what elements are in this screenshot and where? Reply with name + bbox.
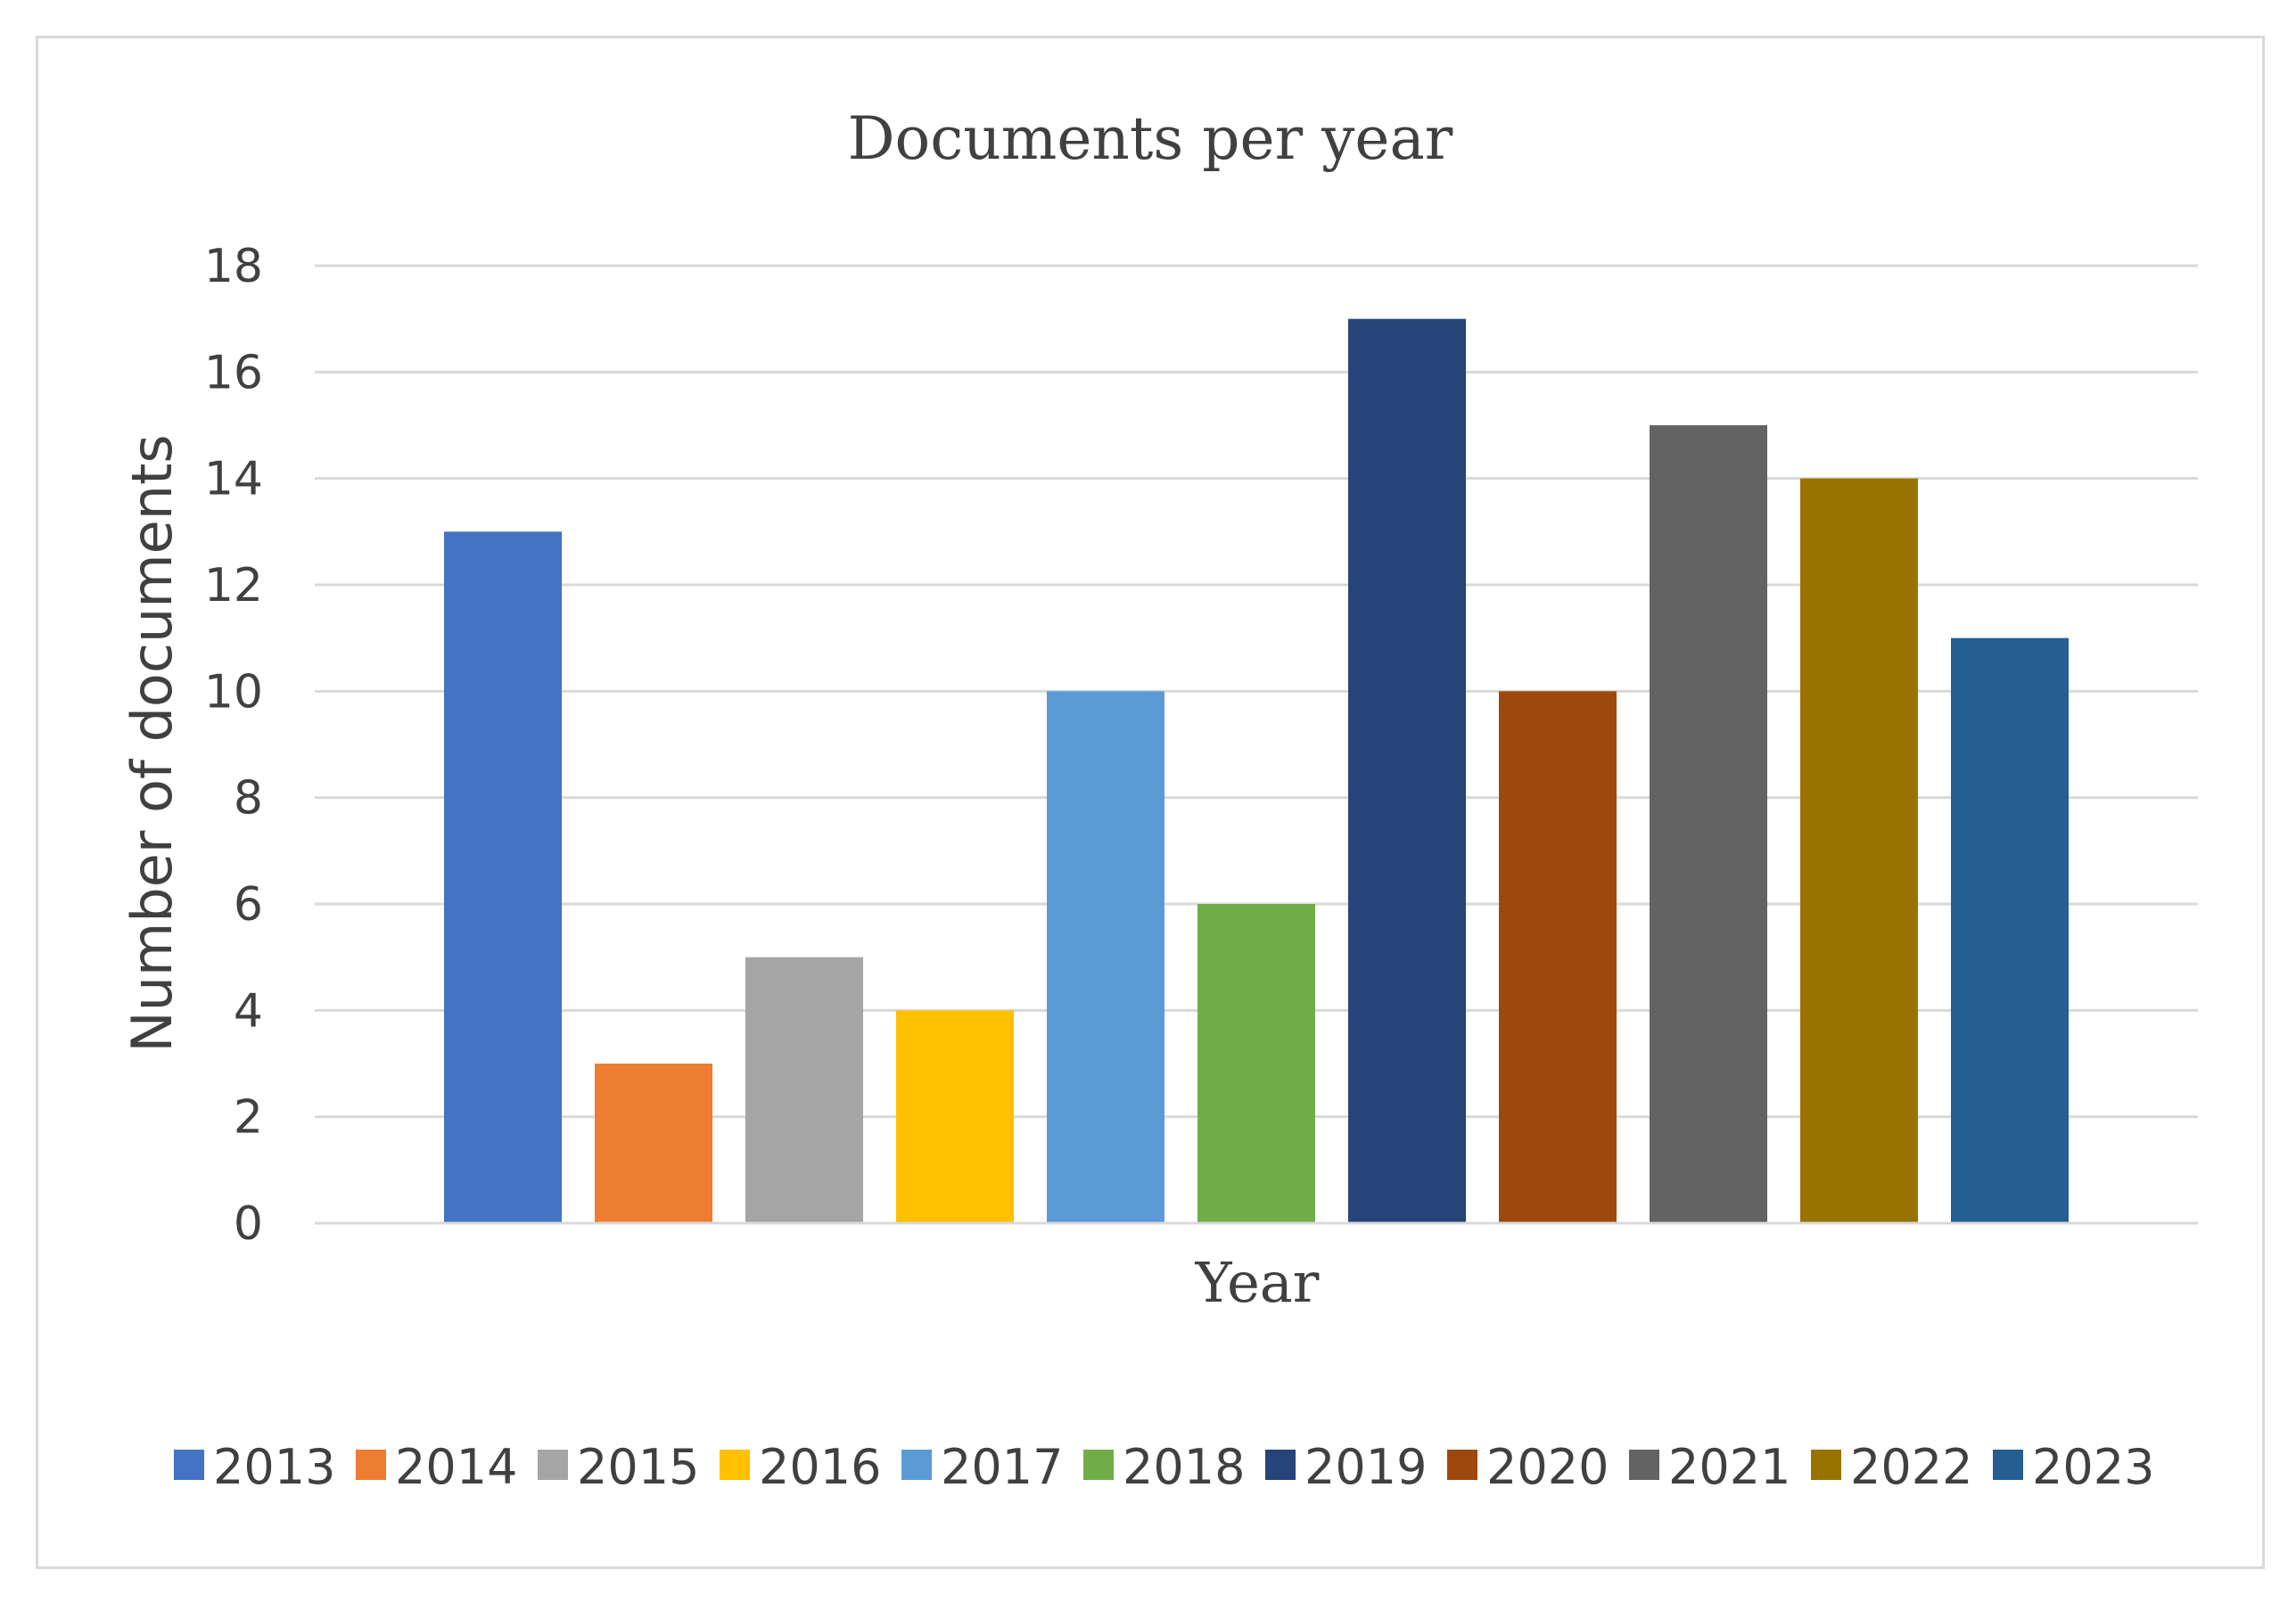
legend-swatch xyxy=(720,1450,750,1480)
legend-swatch xyxy=(1083,1450,1114,1480)
legend-label: 2018 xyxy=(1123,1439,1245,1495)
legend-item-2013: 2013 xyxy=(174,1439,335,1495)
chart-title: Documents per year xyxy=(848,104,1453,173)
legend-item-2020: 2020 xyxy=(1447,1439,1609,1495)
legend-item-2015: 2015 xyxy=(538,1439,699,1495)
bar-2017 xyxy=(1047,691,1164,1223)
legend-swatch xyxy=(1629,1450,1659,1480)
y-tick-label: 6 xyxy=(234,878,263,932)
y-axis-ticks: 0 2 4 6 8 10 12 14 16 18 xyxy=(204,240,263,1251)
legend-swatch xyxy=(356,1450,386,1480)
y-tick-label: 8 xyxy=(234,772,263,826)
x-axis-label: Year xyxy=(1195,1250,1320,1315)
legend-swatch xyxy=(1993,1450,2023,1480)
y-tick-label: 14 xyxy=(204,453,263,506)
y-tick-label: 12 xyxy=(204,559,263,612)
y-tick-label: 16 xyxy=(204,346,263,399)
y-tick-label: 4 xyxy=(234,984,263,1038)
legend-item-2016: 2016 xyxy=(720,1439,881,1495)
legend-label: 2013 xyxy=(213,1439,335,1495)
legend-label: 2021 xyxy=(1668,1439,1790,1495)
bar-2021 xyxy=(1650,425,1767,1223)
bar-2015 xyxy=(745,957,863,1223)
legend-label: 2023 xyxy=(2032,1439,2154,1495)
legend-swatch xyxy=(174,1450,204,1480)
bar-2016 xyxy=(896,1010,1014,1223)
legend-swatch xyxy=(1811,1450,1841,1480)
y-tick-label: 10 xyxy=(204,665,263,719)
legend-item-2017: 2017 xyxy=(901,1439,1063,1495)
legend-label: 2020 xyxy=(1486,1439,1609,1495)
bars xyxy=(444,318,2069,1224)
legend-item-2023: 2023 xyxy=(1993,1439,2154,1495)
legend-item-2019: 2019 xyxy=(1265,1439,1427,1495)
legend-item-2018: 2018 xyxy=(1083,1439,1245,1495)
legend-item-2014: 2014 xyxy=(356,1439,517,1495)
bar-2022 xyxy=(1800,478,1918,1223)
legend-label: 2016 xyxy=(759,1439,881,1495)
bar-2019 xyxy=(1348,318,1466,1224)
y-tick-label: 0 xyxy=(234,1197,263,1251)
legend-label: 2019 xyxy=(1304,1439,1427,1495)
legend-label: 2022 xyxy=(1850,1439,1972,1495)
legend-swatch xyxy=(901,1450,932,1480)
legend-item-2021: 2021 xyxy=(1629,1439,1790,1495)
y-tick-label: 18 xyxy=(204,240,263,293)
legend-item-2022: 2022 xyxy=(1811,1439,1972,1495)
bar-2013 xyxy=(444,531,562,1223)
legend-label: 2017 xyxy=(941,1439,1063,1495)
legend: 2013 2014 2015 2016 2017 2018 2019 2020 2021 2022… xyxy=(174,1439,2154,1495)
legend-swatch xyxy=(538,1450,568,1480)
legend-label: 2014 xyxy=(395,1439,517,1495)
legend-swatch xyxy=(1265,1450,1296,1480)
bar-2018 xyxy=(1197,904,1315,1223)
y-axis-label: Number of documents xyxy=(119,434,185,1052)
legend-label: 2015 xyxy=(577,1439,699,1495)
bar-2020 xyxy=(1499,691,1617,1223)
bar-2014 xyxy=(595,1064,712,1223)
y-tick-label: 2 xyxy=(234,1091,263,1145)
bar-2023 xyxy=(1951,637,2069,1223)
legend-swatch xyxy=(1447,1450,1477,1480)
